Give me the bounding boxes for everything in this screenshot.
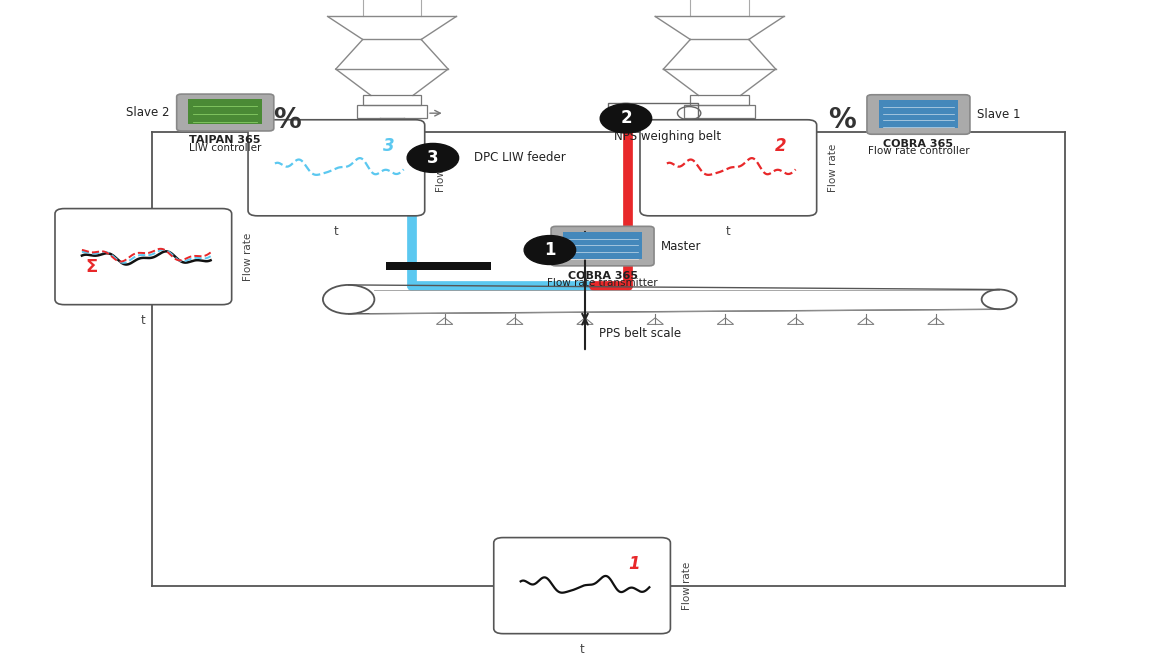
Bar [386,262,491,270]
Circle shape [600,104,652,133]
Text: Flow rate: Flow rate [243,232,254,281]
Circle shape [407,143,459,172]
Text: 1: 1 [544,241,556,259]
FancyBboxPatch shape [867,95,970,134]
Text: 1: 1 [628,555,640,572]
Text: %: % [273,106,301,134]
Text: Slave 1: Slave 1 [977,108,1020,121]
Text: LIW controller: LIW controller [190,143,261,153]
FancyBboxPatch shape [177,94,274,131]
Text: Flow rate: Flow rate [682,561,693,610]
Text: NPS weighing belt: NPS weighing belt [614,130,722,143]
FancyBboxPatch shape [640,120,817,216]
Text: Slave 2: Slave 2 [126,106,170,119]
Text: DPC LIW feeder: DPC LIW feeder [474,151,565,164]
Text: Flow rate: Flow rate [828,143,839,192]
Text: t: t [333,225,339,238]
Bar [188,99,262,124]
Text: 2: 2 [620,109,632,128]
FancyBboxPatch shape [55,209,232,305]
FancyBboxPatch shape [248,120,425,216]
Bar [363,95,421,105]
Text: Flow rate: Flow rate [436,143,447,192]
Text: Flow rate controller: Flow rate controller [868,146,969,156]
Text: COBRA 365: COBRA 365 [567,271,638,281]
Bar [563,232,642,259]
Text: 3: 3 [383,137,394,155]
Text: PPS belt scale: PPS belt scale [599,327,681,340]
Bar [357,105,427,118]
Text: 3: 3 [427,149,439,167]
Bar [879,100,958,128]
FancyBboxPatch shape [551,226,654,266]
Bar [608,103,698,123]
Text: %: % [828,106,856,134]
Text: Master: Master [661,240,702,253]
Text: 2: 2 [775,137,786,155]
Text: Flow rate transmitter: Flow rate transmitter [548,278,658,288]
Text: t: t [140,314,146,327]
Text: t: t [725,225,731,238]
Circle shape [524,236,576,265]
FancyBboxPatch shape [494,538,670,634]
Text: Σ: Σ [85,258,98,276]
Text: TAIPAN 365: TAIPAN 365 [190,135,261,145]
Bar [684,105,755,118]
Text: COBRA 365: COBRA 365 [883,139,954,149]
Bar [690,95,749,105]
Text: t: t [579,643,585,656]
